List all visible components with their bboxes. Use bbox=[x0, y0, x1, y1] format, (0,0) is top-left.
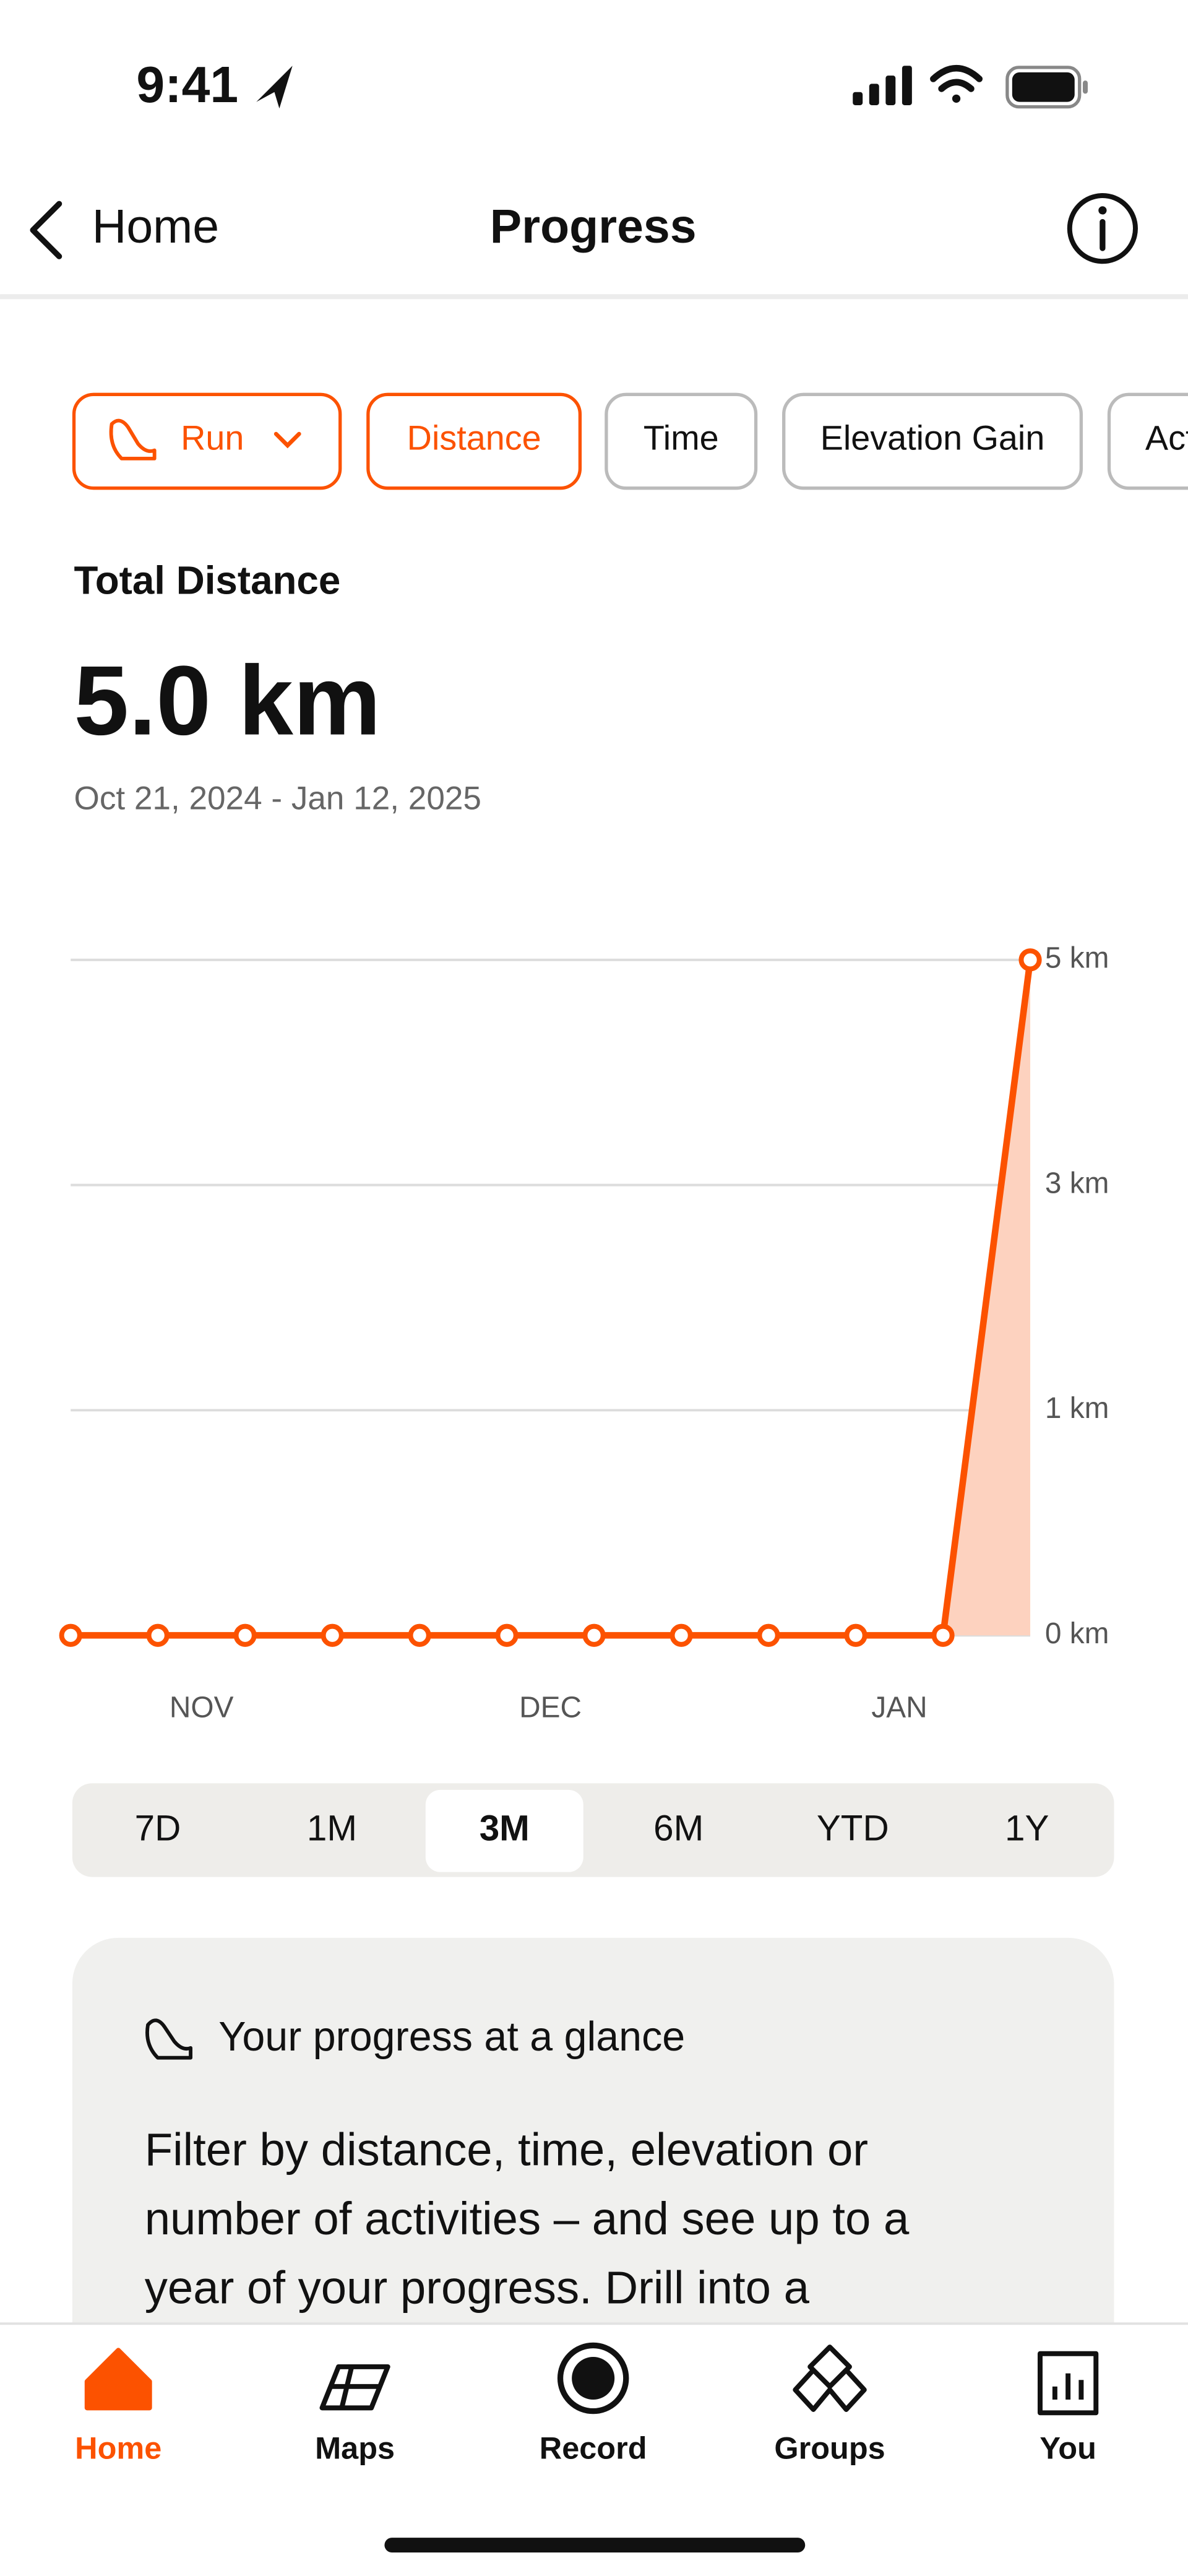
x-tick-label: DEC bbox=[519, 1691, 582, 1724]
filter-chip[interactable]: Run bbox=[72, 392, 342, 490]
chip-label: Time bbox=[644, 418, 719, 457]
tab-label: Groups bbox=[774, 2431, 885, 2466]
range-option[interactable]: 3M bbox=[480, 1809, 530, 1849]
point bbox=[844, 1623, 867, 1647]
tab-label: Record bbox=[540, 2431, 647, 2466]
point bbox=[1018, 948, 1042, 972]
tab[interactable]: You bbox=[1037, 2351, 1099, 2466]
y-tick-label: 5 km bbox=[1045, 941, 1109, 974]
range-option[interactable]: 7D bbox=[135, 1809, 181, 1849]
card-body-line: Filter by distance, time, elevation or bbox=[145, 2124, 868, 2175]
summary-value: 5.0 km bbox=[74, 646, 381, 756]
chip-chevron bbox=[273, 431, 301, 449]
line bbox=[71, 959, 1034, 1639]
chip-bg bbox=[782, 392, 1083, 490]
filter-chips: Run Distance Time Elevation Gain Activities bbox=[72, 392, 1188, 490]
tab[interactable]: Home bbox=[75, 2348, 161, 2466]
tab-bar-border bbox=[0, 2322, 1188, 2325]
record-icon-ring bbox=[557, 2342, 629, 2414]
filter-chip[interactable]: Distance bbox=[366, 392, 582, 490]
shoe-icon bbox=[145, 2018, 192, 2060]
tab[interactable]: Groups bbox=[774, 2345, 885, 2466]
filter-chip[interactable]: Elevation Gain bbox=[782, 392, 1083, 490]
point bbox=[408, 1623, 431, 1647]
info-button[interactable] bbox=[1067, 193, 1138, 264]
run-icon bbox=[109, 418, 157, 460]
range-selected-bg bbox=[425, 1789, 583, 1872]
range-option[interactable]: 1M bbox=[307, 1809, 357, 1849]
card-title: Your progress at a glance bbox=[218, 2014, 685, 2060]
nav-shadow bbox=[0, 294, 1188, 300]
card-body-line: number of activities – and see up to a bbox=[145, 2193, 910, 2244]
chip-bg bbox=[72, 392, 342, 490]
nav-title: Progress bbox=[490, 200, 697, 253]
tab-icon bbox=[793, 2345, 867, 2412]
card-body-line: year of your progress. Drill into a bbox=[145, 2262, 810, 2313]
home-indicator bbox=[384, 2538, 806, 2553]
point bbox=[757, 1623, 780, 1647]
point bbox=[146, 1623, 170, 1647]
tab-label: Home bbox=[75, 2431, 161, 2466]
y-tick-label: 1 km bbox=[1045, 1392, 1109, 1425]
tab-label: Maps bbox=[315, 2431, 395, 2466]
x-tick-label: JAN bbox=[871, 1691, 927, 1724]
battery-icon bbox=[1005, 66, 1088, 109]
point bbox=[582, 1623, 606, 1647]
y-tick-label: 0 km bbox=[1045, 1617, 1109, 1650]
y-tick-label: 3 km bbox=[1045, 1167, 1109, 1199]
summary-label: Total Distance bbox=[74, 558, 341, 603]
point bbox=[669, 1623, 693, 1647]
chip-bg bbox=[366, 392, 582, 490]
point bbox=[495, 1623, 519, 1647]
chip-label: Distance bbox=[407, 418, 541, 457]
location-icon bbox=[256, 66, 293, 109]
tab[interactable]: Maps bbox=[315, 2364, 395, 2466]
point bbox=[931, 1623, 955, 1647]
tab-label: You bbox=[1040, 2431, 1096, 2466]
back-icon[interactable] bbox=[30, 201, 62, 259]
back-label[interactable]: Home bbox=[92, 200, 219, 253]
chip-label: Run bbox=[181, 418, 244, 457]
tab-icon bbox=[84, 2348, 152, 2411]
filter-chip[interactable]: Activities bbox=[1107, 392, 1188, 490]
tabs: Home Maps Record Groups You bbox=[75, 2342, 1099, 2466]
card-body: Filter by distance, time, elevation or nu… bbox=[145, 2124, 910, 2313]
point bbox=[233, 1623, 257, 1647]
point bbox=[321, 1623, 344, 1647]
x-tick-label: NOV bbox=[170, 1691, 234, 1724]
chip-label: Elevation Gain bbox=[820, 418, 1045, 457]
chip-bg bbox=[605, 392, 758, 490]
range-option[interactable]: 1Y bbox=[1005, 1809, 1049, 1849]
point bbox=[59, 1623, 82, 1647]
range-options: 7D 1M 3M 6M YTD 1Y bbox=[135, 1789, 1049, 1872]
chart: 0 km 1 km 3 km 5 km NOV DEC JAN bbox=[59, 941, 1109, 1724]
tab-icon bbox=[319, 2364, 390, 2411]
chip-bg bbox=[1107, 392, 1188, 490]
status-time: 9:41 bbox=[136, 56, 238, 113]
tab-icon bbox=[1037, 2351, 1099, 2416]
range-selector bbox=[72, 1783, 1114, 1877]
record-icon-dot bbox=[572, 2357, 615, 2400]
wifi-icon bbox=[930, 64, 983, 103]
range-option[interactable]: YTD bbox=[817, 1809, 889, 1849]
summary-range: Oct 21, 2024 - Jan 12, 2025 bbox=[74, 780, 481, 816]
tab[interactable]: Record bbox=[540, 2342, 647, 2466]
chip-label: Activities bbox=[1145, 418, 1188, 457]
signal-icon bbox=[853, 66, 912, 105]
filter-chip[interactable]: Time bbox=[605, 392, 758, 490]
range-option[interactable]: 6M bbox=[653, 1809, 704, 1849]
